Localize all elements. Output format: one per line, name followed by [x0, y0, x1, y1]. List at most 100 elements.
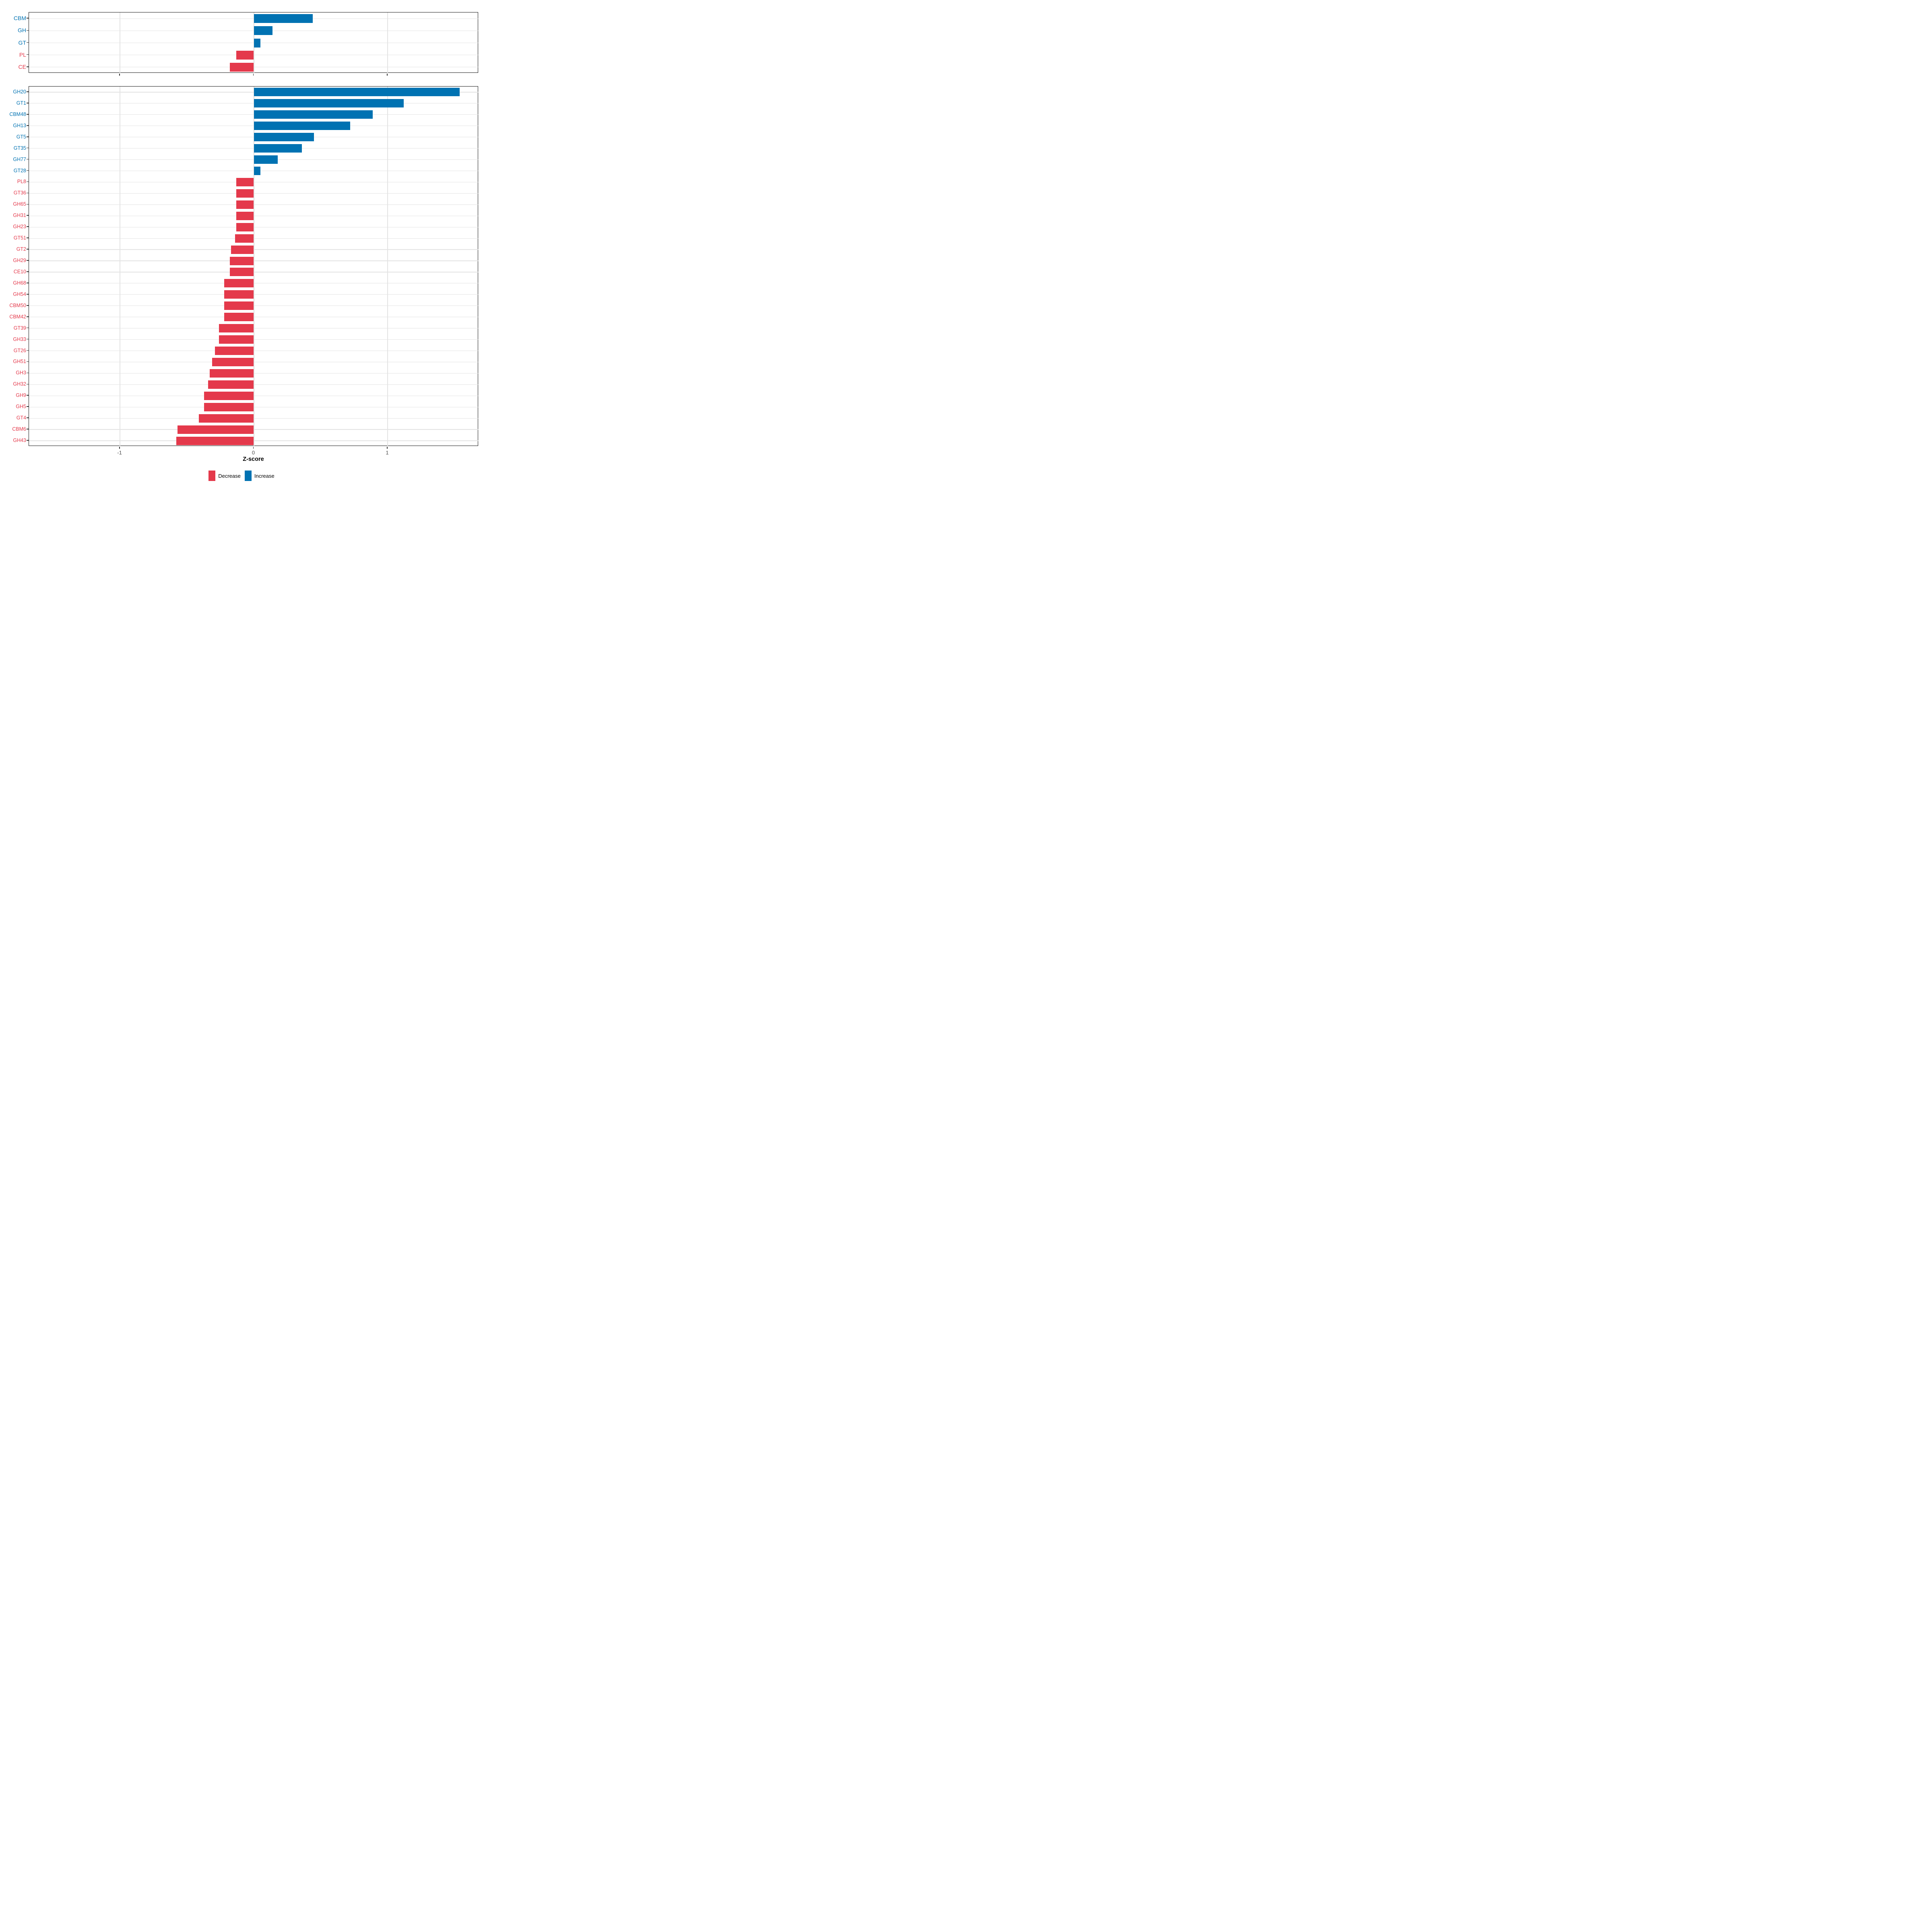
y-axis-label: GT1 [16, 100, 26, 106]
x-axis-tick [387, 73, 388, 76]
y-axis-label: GT39 [13, 325, 26, 331]
bar [254, 88, 460, 97]
bar [236, 178, 254, 186]
panel-cazyme-family [29, 86, 479, 446]
h-gridline [29, 418, 479, 419]
legend-item-increase: Increase [244, 471, 275, 481]
x-axis-tick [119, 446, 120, 449]
y-axis-label: GT5 [16, 134, 26, 140]
y-axis-tick [26, 417, 29, 418]
y-axis-tick [26, 170, 29, 171]
h-gridline [29, 305, 479, 306]
h-gridline [29, 238, 479, 239]
y-axis-tick [26, 204, 29, 205]
y-axis-label: GH29 [13, 258, 26, 264]
bar [254, 99, 404, 108]
y-axis-tick [26, 249, 29, 250]
y-axis-label: CBM50 [9, 302, 26, 308]
y-axis-tick [26, 91, 29, 92]
y-axis-label: CE [18, 63, 26, 70]
y-axis-label: CBM [13, 15, 26, 22]
bar [254, 38, 261, 47]
bar [209, 369, 254, 378]
x-axis-title: Z-score [243, 456, 264, 462]
y-axis-tick [26, 42, 29, 43]
bar [215, 347, 254, 355]
bar [254, 122, 350, 130]
bar [204, 391, 254, 400]
y-axis-tick [26, 226, 29, 227]
panel-cazyme-class [29, 12, 479, 73]
y-axis-label: GT51 [13, 235, 26, 241]
y-axis-tick [26, 294, 29, 295]
y-axis-label: GH31 [13, 213, 26, 219]
y-axis-tick [26, 237, 29, 238]
x-axis-tick [253, 73, 254, 76]
bar [204, 402, 254, 411]
y-axis-label: GT35 [13, 145, 26, 151]
y-axis-label: PL [19, 51, 26, 58]
bar [219, 335, 254, 344]
legend-key-decrease [208, 471, 216, 481]
y-axis-label: GH68 [13, 280, 26, 286]
bar [254, 110, 373, 119]
y-axis-label: GH77 [13, 156, 26, 162]
bar [178, 425, 254, 434]
y-axis-label: GT4 [16, 415, 26, 421]
x-tick-label: 1 [386, 450, 389, 456]
y-axis-tick [26, 215, 29, 216]
y-axis-tick [26, 406, 29, 407]
y-axis-label: GT2 [16, 246, 26, 252]
legend-label: Decrease [218, 473, 241, 479]
bar [212, 357, 254, 366]
bar [231, 245, 254, 254]
y-axis-label: GH [18, 27, 26, 34]
h-gridline [29, 260, 479, 261]
y-axis-tick [26, 361, 29, 362]
y-axis-label: GH9 [16, 392, 26, 398]
x-axis-tick [119, 73, 120, 76]
bar [224, 313, 254, 322]
y-axis-label: CBM6 [12, 426, 26, 432]
y-axis-label: CE10 [13, 268, 26, 275]
y-axis-tick [26, 305, 29, 306]
y-axis-tick [26, 30, 29, 31]
h-gridline [29, 204, 479, 205]
y-axis-label: GH54 [13, 291, 26, 297]
y-axis-tick [26, 339, 29, 340]
y-axis-tick [26, 384, 29, 385]
y-axis-label: GH51 [13, 359, 26, 365]
bar [236, 211, 254, 220]
h-gridline [29, 193, 479, 194]
y-axis-label: GH5 [16, 404, 26, 410]
bar [208, 380, 254, 389]
bar [236, 189, 254, 198]
y-axis-label: GH33 [13, 336, 26, 342]
h-gridline [29, 373, 479, 374]
bar [236, 50, 254, 60]
legend-key-increase [244, 471, 252, 481]
x-tick-label: -1 [117, 450, 122, 456]
bar [236, 223, 254, 231]
bar [229, 268, 254, 277]
y-axis-label: GH13 [13, 122, 26, 128]
y-axis-tick [26, 147, 29, 149]
bar [176, 436, 254, 445]
y-axis-label: PL8 [17, 179, 26, 185]
bar [254, 155, 278, 164]
y-axis-tick [26, 136, 29, 137]
y-axis-tick [26, 125, 29, 126]
y-axis-label: GT28 [13, 167, 26, 173]
bar [235, 234, 254, 243]
bar [224, 279, 254, 288]
legend: Decrease Increase [0, 471, 483, 481]
bar [229, 62, 254, 72]
y-axis-tick [26, 18, 29, 19]
v-gridline [387, 87, 388, 446]
bar [219, 324, 254, 333]
y-axis-label: GT [18, 39, 26, 46]
bar [254, 144, 302, 153]
h-gridline [29, 339, 479, 340]
y-axis-tick [26, 395, 29, 396]
bar [229, 256, 254, 265]
